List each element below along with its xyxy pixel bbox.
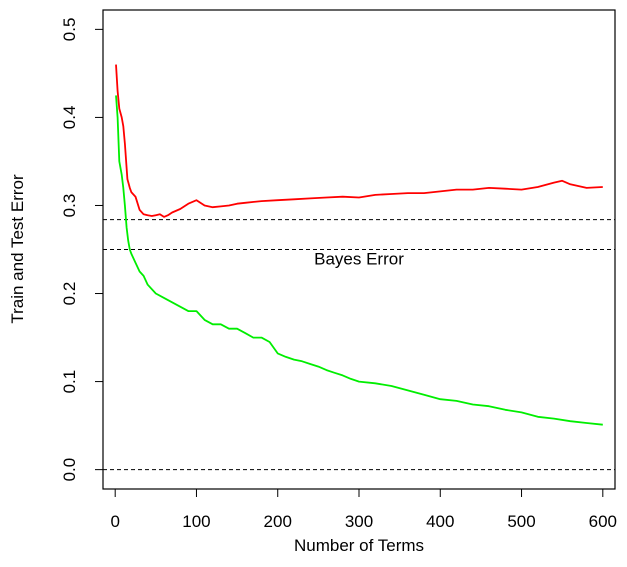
bayes-error-label: Bayes Error <box>314 250 404 269</box>
x-tick-label: 200 <box>264 512 292 531</box>
y-tick-label: 0.1 <box>60 370 79 394</box>
y-tick-label: 0.3 <box>60 194 79 218</box>
x-tick-label: 300 <box>345 512 373 531</box>
x-tick-label: 100 <box>182 512 210 531</box>
y-axis-label: Train and Test Error <box>8 174 27 324</box>
x-tick-label: 400 <box>426 512 454 531</box>
series-line-1 <box>115 95 603 426</box>
x-axis-label: Number of Terms <box>294 536 424 555</box>
reference-lines: Bayes Error <box>103 219 615 471</box>
y-tick-label: 0.4 <box>60 106 79 130</box>
x-tick-label: 500 <box>507 512 535 531</box>
y-axis: 0.0 0.1 0.2 0.3 0.4 0.5 <box>60 18 104 482</box>
y-tick-label: 0.5 <box>60 18 79 42</box>
y-tick-label: 0.0 <box>60 458 79 482</box>
series-layer <box>115 64 603 426</box>
y-tick-label: 0.2 <box>60 282 79 306</box>
series-line-0 <box>115 64 603 218</box>
x-tick-label: 0 <box>110 512 119 531</box>
x-tick-label: 600 <box>589 512 617 531</box>
x-axis: 0 100 200 300 400 500 600 <box>110 488 617 531</box>
